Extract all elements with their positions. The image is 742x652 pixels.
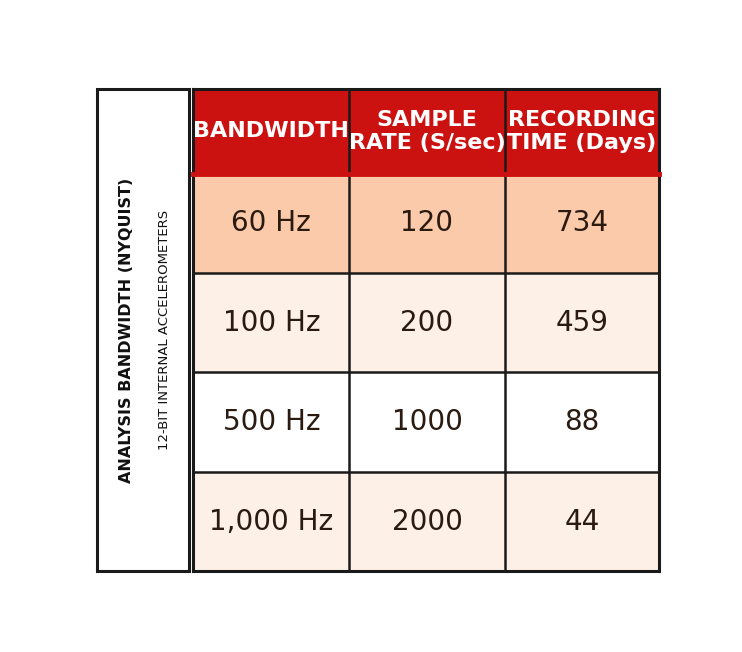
Bar [194, 372, 349, 472]
Bar [194, 89, 349, 173]
Text: 1000: 1000 [392, 408, 462, 436]
Bar [349, 173, 505, 273]
Text: 500 Hz: 500 Hz [223, 408, 321, 436]
Text: 2000: 2000 [392, 507, 462, 535]
Text: ANALYSIS BANDWIDTH (NYQUIST): ANALYSIS BANDWIDTH (NYQUIST) [119, 177, 134, 483]
Bar [349, 273, 505, 372]
Text: 459: 459 [555, 309, 608, 336]
Text: 120: 120 [401, 209, 453, 237]
Bar [505, 273, 659, 372]
Bar [349, 472, 505, 571]
Text: 1,000 Hz: 1,000 Hz [209, 507, 333, 535]
Text: 44: 44 [564, 507, 600, 535]
Bar [505, 89, 659, 173]
Text: 12-BIT INTERNAL ACCELEROMETERS: 12-BIT INTERNAL ACCELEROMETERS [159, 210, 171, 451]
Text: 100 Hz: 100 Hz [223, 309, 321, 336]
Text: 88: 88 [564, 408, 600, 436]
Text: 734: 734 [555, 209, 608, 237]
Bar [505, 472, 659, 571]
Bar [349, 372, 505, 472]
Bar [505, 372, 659, 472]
Bar [349, 89, 505, 173]
Text: BANDWIDTH: BANDWIDTH [194, 121, 349, 141]
Bar [505, 173, 659, 273]
Bar [194, 173, 349, 273]
Bar [194, 273, 349, 372]
Bar [97, 89, 188, 571]
Text: 200: 200 [401, 309, 453, 336]
Bar [194, 472, 349, 571]
Text: 60 Hz: 60 Hz [232, 209, 312, 237]
Text: RECORDING
TIME (Days): RECORDING TIME (Days) [508, 110, 657, 153]
Text: SAMPLE
RATE (S/sec): SAMPLE RATE (S/sec) [349, 110, 505, 153]
